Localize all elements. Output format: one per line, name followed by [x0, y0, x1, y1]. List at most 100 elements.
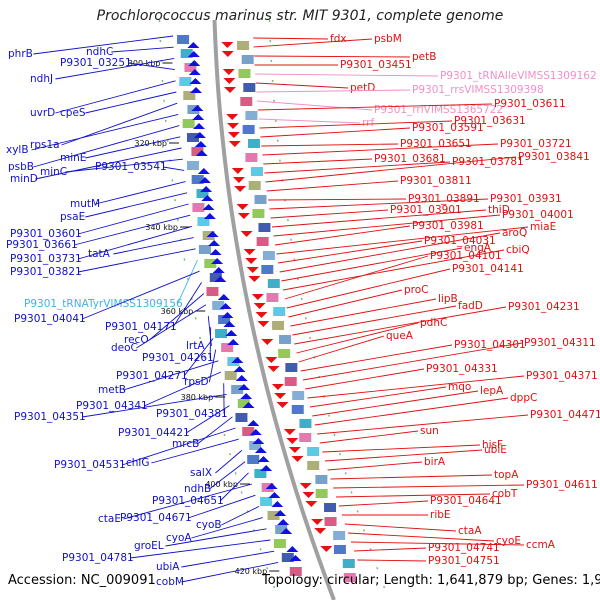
right-gene-leader	[347, 532, 495, 542]
right-gene-leader	[319, 430, 419, 444]
left-gene-label: salX	[190, 467, 212, 479]
left-gene-leader	[209, 461, 246, 490]
left-gene-leader	[123, 483, 253, 520]
right-gene-label: aroQ	[502, 227, 527, 239]
right-gene-label: P9301_04751	[428, 555, 500, 567]
reverse-gene-arrow	[231, 168, 244, 174]
right-gene-leader	[338, 500, 429, 507]
right-gene-label: petD	[350, 82, 375, 94]
left-gene-label: rpsD	[184, 376, 209, 388]
right-gene-label: P9301_rrsVIMSS1309398	[412, 84, 544, 96]
right-gene-leader	[305, 368, 425, 390]
right-gene-leader	[312, 390, 479, 417]
right-gene-leader	[296, 322, 419, 354]
feature-tile-right	[245, 111, 258, 120]
right-gene-label: thiD	[488, 204, 510, 216]
feature-tile-right	[315, 475, 328, 484]
feature-tile-left	[184, 63, 197, 72]
reverse-gene-arrow	[271, 384, 284, 390]
right-gene-label: proC	[404, 284, 429, 296]
left-gene-leader	[33, 35, 174, 55]
right-gene-label: P9301_04031	[424, 235, 496, 247]
left-gene-leader	[73, 214, 191, 246]
right-gene-leader	[336, 493, 491, 498]
left-gene-label: P9301_04531	[54, 459, 126, 471]
forward-gene-arrow	[242, 402, 255, 408]
forward-gene-arrow	[187, 42, 200, 48]
reverse-gene-arrow	[226, 123, 239, 129]
reverse-gene-arrow	[283, 429, 296, 435]
feature-tile-right	[299, 419, 312, 428]
left-gene-label: P9301_03731	[10, 253, 82, 265]
feature-tile-left	[209, 273, 222, 282]
left-gene-leader	[123, 360, 219, 391]
right-gene-leader	[256, 89, 411, 93]
right-gene-leader	[276, 226, 529, 255]
right-gene-label: birA	[424, 456, 446, 468]
reverse-gene-arrow	[236, 204, 249, 210]
right-gene-label: P9301_rrlVIMSS1365722	[374, 104, 503, 116]
reverse-gene-arrow	[314, 528, 327, 534]
feature-tile-left	[218, 315, 231, 324]
left-gene-leader	[77, 225, 193, 260]
reverse-gene-arrow	[320, 546, 333, 552]
left-gene-leader	[219, 472, 249, 502]
right-gene-leader	[350, 541, 525, 546]
left-gene-leader	[121, 427, 236, 466]
feature-tile-left	[221, 343, 234, 352]
right-gene-label: topA	[494, 469, 519, 481]
left-gene-leader	[181, 561, 279, 583]
reverse-gene-arrow	[276, 402, 289, 408]
genome-title: Prochlorococcus marinus str. MIT 9301, c…	[96, 8, 504, 24]
right-gene-label: ribE	[430, 509, 451, 521]
right-gene-leader	[271, 209, 487, 228]
reverse-gene-arrow	[302, 492, 315, 498]
left-gene-label: rps1a	[30, 139, 60, 151]
feature-tile-left	[267, 511, 280, 520]
forward-gene-arrow	[240, 393, 253, 399]
left-gene-leader	[65, 158, 183, 173]
reverse-gene-arrow	[222, 69, 235, 75]
feature-tile-right	[279, 335, 292, 344]
right-gene-leader	[253, 38, 373, 48]
right-gene-label: engA	[464, 242, 492, 254]
feature-tile-right	[284, 377, 297, 386]
right-gene-label: P9301_03591	[412, 122, 484, 134]
left-gene-leader	[177, 259, 198, 305]
feature-tile-left	[247, 455, 260, 464]
right-gene-label: hisF	[482, 439, 503, 451]
forward-gene-arrow	[203, 213, 216, 219]
left-gene-label: mutM	[70, 198, 100, 210]
feature-tile-right	[315, 489, 328, 498]
right-gene-label: P9301_03451	[340, 59, 412, 71]
feature-tile-right	[241, 55, 254, 64]
right-gene-leader	[333, 484, 525, 489]
left-gene-label: ctaE	[98, 513, 121, 525]
right-gene-label: P9301_04611	[526, 479, 598, 491]
reverse-gene-arrow	[248, 276, 261, 282]
right-gene-label: P9301_04101	[430, 250, 502, 262]
right-gene-leader	[264, 161, 451, 174]
forward-gene-arrow	[271, 501, 284, 507]
right-gene-leader	[314, 397, 509, 426]
forward-gene-arrow	[227, 339, 240, 345]
reverse-gene-arrow	[288, 447, 301, 453]
feature-tile-left	[273, 539, 286, 548]
forward-gene-arrow	[188, 60, 201, 66]
reverse-gene-arrow	[246, 267, 259, 273]
left-gene-label: recO	[124, 334, 149, 346]
right-gene-leader	[270, 209, 389, 219]
left-gene-label: deoC	[111, 342, 138, 354]
right-gene-label: P9301_04001	[502, 209, 574, 221]
left-gene-label: P9301_04781	[62, 552, 134, 564]
left-gene-leader	[191, 517, 263, 539]
right-gene-label: P9301_03681	[374, 153, 446, 165]
right-gene-leader	[294, 306, 507, 345]
reverse-gene-arrow	[232, 177, 245, 183]
right-gene-label: P9301_04301	[454, 339, 526, 351]
left-gene-label: P9301_04351	[14, 411, 86, 423]
right-gene-label: ccmA	[526, 539, 556, 551]
right-gene-leader	[273, 214, 501, 237]
forward-gene-arrow	[187, 51, 200, 57]
feature-tile-left	[179, 77, 192, 86]
